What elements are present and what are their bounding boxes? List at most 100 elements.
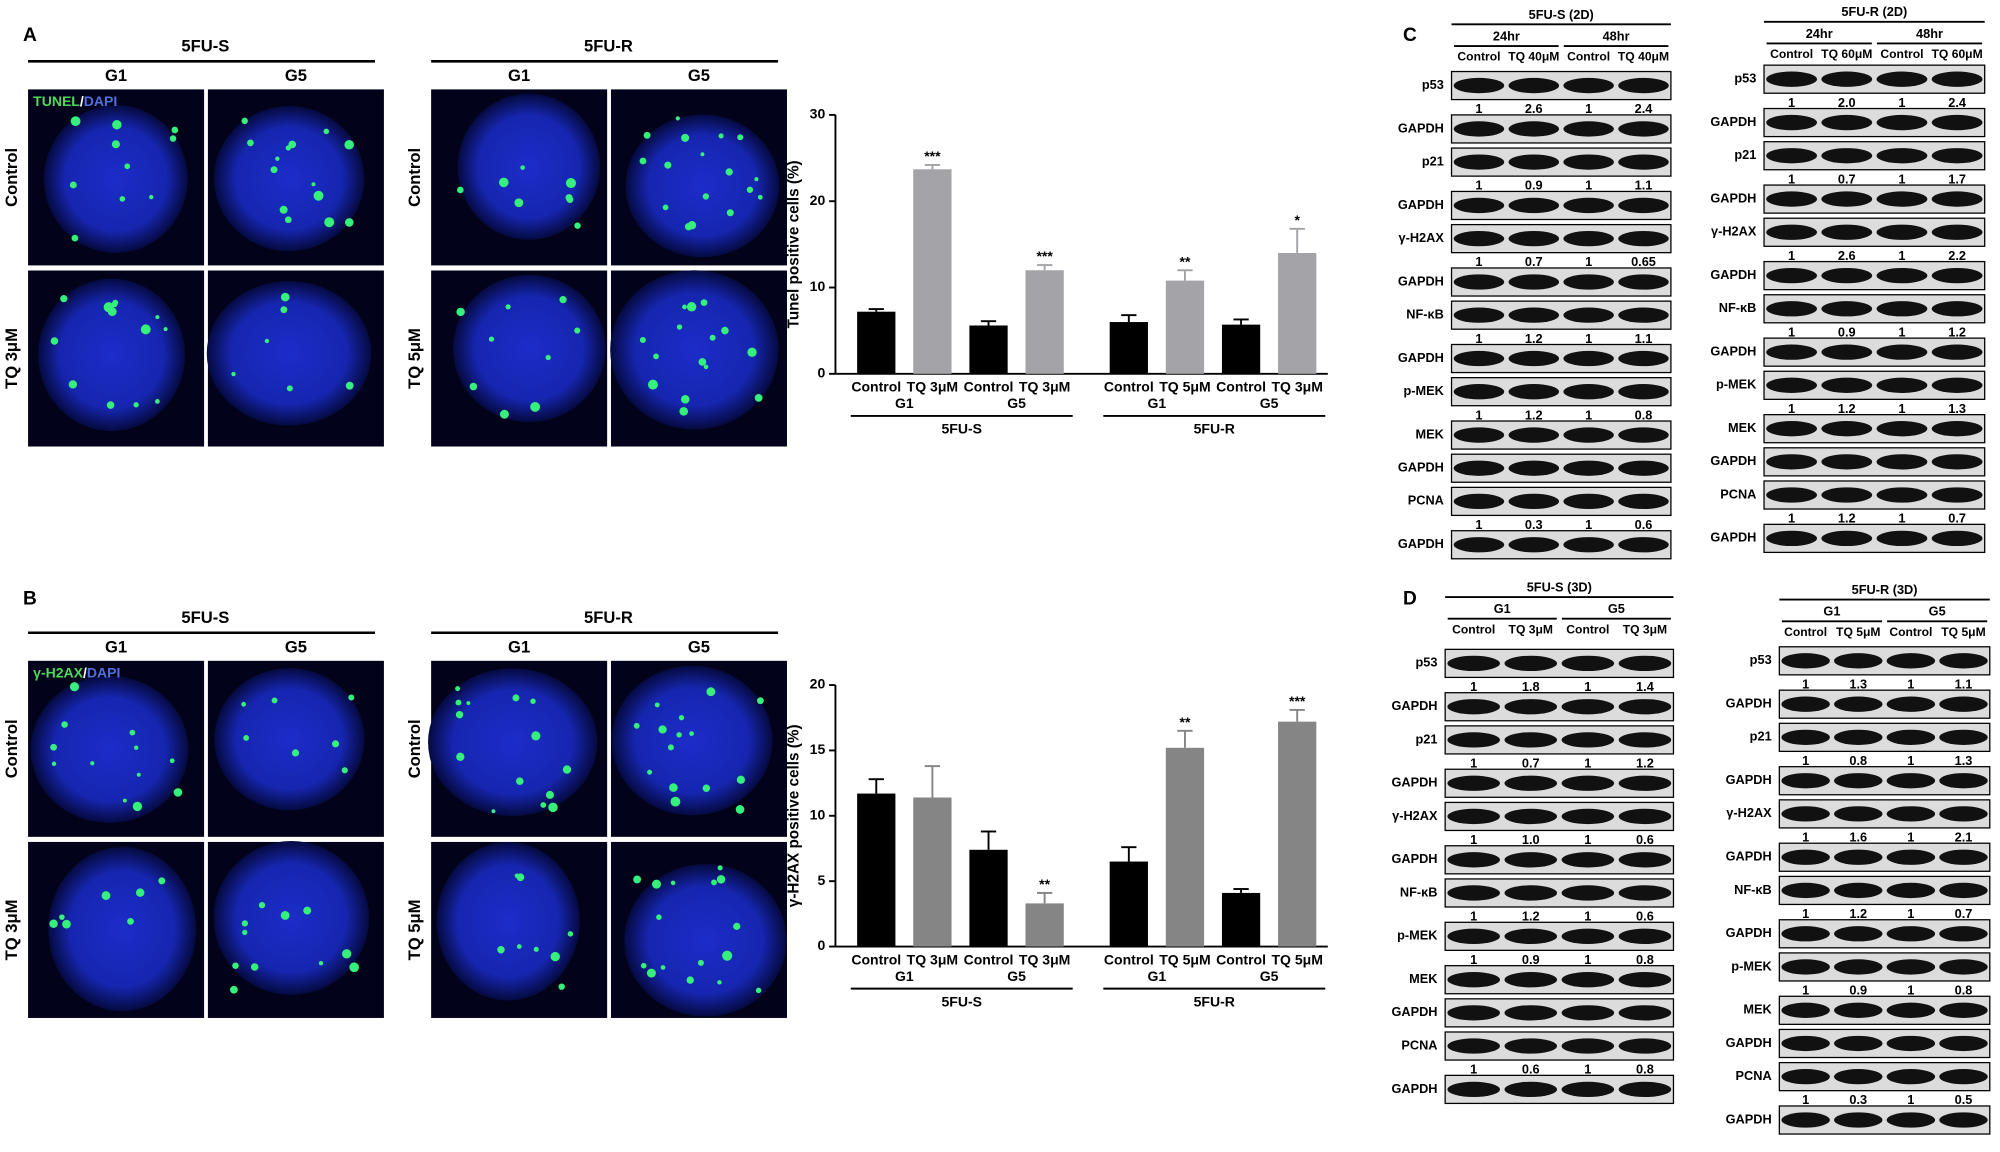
- band: [1939, 849, 1988, 865]
- band: [1618, 732, 1672, 748]
- row-label: Control: [405, 148, 424, 207]
- row-label: TQ 3μM: [2, 328, 21, 389]
- column-label: G5: [285, 66, 307, 85]
- row-label: TQ 5μM: [405, 328, 424, 389]
- bar: [1025, 903, 1064, 947]
- positive-cell: [231, 371, 236, 377]
- quantification: 0.6: [1636, 909, 1654, 924]
- lane-label: TQ 5μM: [1836, 625, 1880, 639]
- band: [1939, 882, 1988, 899]
- band: [1453, 197, 1505, 214]
- positive-cell: [280, 292, 290, 302]
- positive-cell: [733, 922, 741, 930]
- band: [1876, 344, 1928, 360]
- positive-cell: [679, 407, 689, 416]
- band: [1931, 191, 1983, 207]
- positive-cell: [754, 177, 759, 182]
- cell-cluster: [213, 841, 370, 995]
- protein-label: p53: [1734, 71, 1756, 86]
- band: [1781, 773, 1830, 789]
- cell-cluster: [214, 668, 365, 811]
- lane-label: Control: [1452, 622, 1495, 636]
- positive-cell: [530, 698, 536, 704]
- lane-label: TQ 3μM: [1623, 622, 1667, 636]
- band: [1561, 1005, 1615, 1021]
- positive-cell: [345, 381, 354, 390]
- band: [1453, 384, 1505, 400]
- positive-cell: [669, 783, 678, 792]
- lane-label: TQ 60μM: [1932, 47, 1983, 61]
- band: [1563, 493, 1614, 510]
- protein-label: p-MEK: [1404, 383, 1445, 398]
- band: [1886, 1112, 1936, 1128]
- positive-cell: [680, 395, 690, 404]
- positive-cell: [318, 961, 324, 966]
- group-label: G1: [895, 968, 914, 984]
- positive-cell: [469, 382, 478, 391]
- band: [1618, 775, 1672, 791]
- row-label: Control: [2, 148, 21, 207]
- band: [1876, 71, 1928, 87]
- band: [1563, 77, 1614, 94]
- positive-cell: [49, 919, 58, 928]
- micrograph-title: 5FU-R: [584, 608, 633, 627]
- band: [1931, 530, 1983, 547]
- bar: [1278, 721, 1317, 947]
- quantification: 0.3: [1849, 1092, 1867, 1107]
- positive-cell: [344, 140, 354, 150]
- y-tick-label: 10: [810, 806, 826, 822]
- protein-label: PCNA: [1408, 493, 1444, 508]
- lane-label: Control: [1770, 47, 1813, 61]
- band: [1563, 384, 1614, 400]
- positive-cell: [559, 296, 567, 304]
- lane-label: Control: [1784, 625, 1827, 639]
- significance: ***: [1289, 693, 1306, 709]
- positive-cell: [106, 401, 115, 409]
- stain-label: TUNEL/DAPI: [33, 93, 117, 109]
- band: [1834, 1068, 1883, 1085]
- positive-cell: [512, 694, 520, 702]
- quantification: 0.7: [1522, 756, 1540, 771]
- band: [1618, 77, 1669, 94]
- band: [1618, 350, 1669, 367]
- quantification: 0.8: [1636, 952, 1654, 967]
- positive-cell: [59, 914, 65, 920]
- band: [1931, 71, 1983, 87]
- positive-cell: [736, 775, 745, 784]
- band: [1618, 1081, 1672, 1098]
- positive-cell: [311, 182, 316, 187]
- band: [1618, 460, 1669, 476]
- band: [1508, 121, 1560, 137]
- protein-label: GAPDH: [1391, 775, 1437, 790]
- positive-cell: [548, 802, 558, 813]
- band: [1766, 530, 1817, 547]
- positive-cell: [633, 722, 640, 729]
- quantification: 1: [1802, 829, 1809, 844]
- y-tick-label: 30: [810, 106, 826, 122]
- positive-cell: [737, 134, 744, 141]
- band: [1886, 926, 1936, 942]
- band: [1453, 154, 1505, 170]
- quantification: 0.3: [1525, 517, 1543, 532]
- positive-cell: [514, 873, 520, 879]
- band: [1939, 926, 1988, 942]
- quantification: 1.3: [1948, 401, 1966, 416]
- quantification: 1.4: [1636, 679, 1655, 694]
- positive-cell: [558, 983, 565, 990]
- band: [1618, 230, 1669, 247]
- band: [1766, 301, 1817, 317]
- band: [1821, 224, 1873, 240]
- positive-cell: [129, 729, 136, 736]
- band: [1886, 1035, 1936, 1052]
- quantification: 1: [1470, 756, 1477, 771]
- positive-cell: [675, 116, 680, 121]
- quantification: 1: [1585, 331, 1592, 346]
- x-tick-label: Control: [964, 951, 1014, 967]
- band: [1781, 882, 1830, 899]
- protein-label: p53: [1422, 77, 1444, 92]
- cell-cluster: [611, 665, 773, 816]
- x-tick-label: Control: [1104, 951, 1154, 967]
- blot-group: G5: [1929, 604, 1946, 619]
- band: [1821, 530, 1873, 547]
- band: [1618, 307, 1669, 323]
